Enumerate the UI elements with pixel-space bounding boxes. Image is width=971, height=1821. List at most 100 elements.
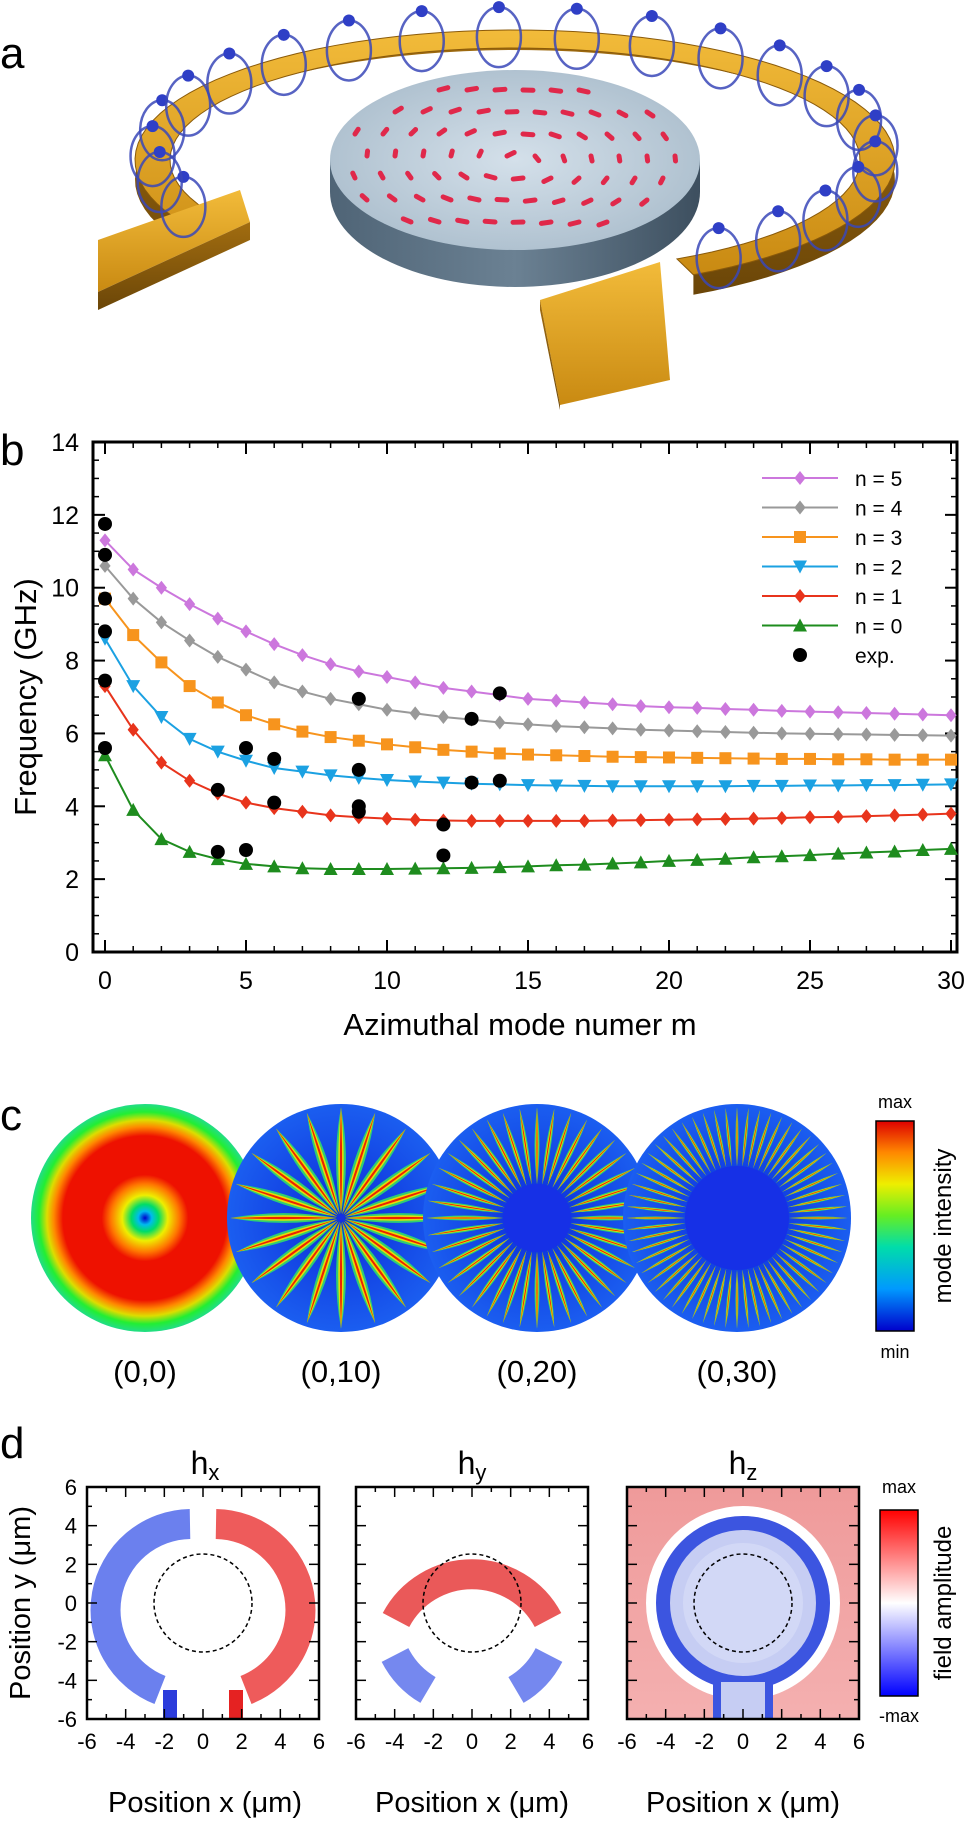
colorbar-d-max: max: [882, 1477, 916, 1497]
spin-arrow: [567, 219, 582, 227]
lobe-core: [552, 1119, 588, 1188]
y-tick-label: 0: [65, 939, 79, 967]
d-y-axis-label: Position y (μm): [5, 1506, 37, 1700]
lobe-core: [763, 1122, 793, 1173]
colorbar-c-max: max: [878, 1092, 912, 1112]
legend-label: n = 5: [855, 468, 902, 491]
data-point: [578, 695, 590, 710]
lobe-core: [784, 1239, 839, 1263]
right-lead-side: [540, 300, 560, 410]
lobe-core: [628, 1228, 687, 1241]
coil-marker: [853, 83, 866, 96]
data-point: [154, 832, 169, 846]
coil-marker: [177, 170, 190, 183]
lobe-core: [635, 1239, 690, 1263]
data-point: [889, 808, 901, 823]
x-tick-label: 0: [197, 1729, 209, 1754]
lobe-core: [230, 1216, 337, 1220]
data-point: [155, 580, 167, 595]
lobe-core: [431, 1228, 505, 1253]
lobe-core: [784, 1173, 839, 1197]
spin-arrow: [551, 197, 566, 206]
lobe-core: [251, 1220, 338, 1283]
lobe-core: [742, 1108, 749, 1167]
data-point: [748, 811, 760, 826]
coil-marker: [645, 9, 658, 22]
x-tick-label: -6: [346, 1729, 366, 1754]
lobe-core: [775, 1252, 820, 1292]
coil-marker: [570, 2, 583, 15]
right-lead: [540, 262, 670, 405]
data-point: [127, 629, 140, 642]
data-point: [155, 615, 167, 630]
lobe-core: [788, 1206, 847, 1213]
lobe-core: [787, 1228, 846, 1241]
spin-arrow: [541, 175, 554, 184]
data-point: [860, 809, 872, 824]
spin-arrow: [522, 197, 538, 204]
data-point: [804, 752, 816, 765]
data-point: [607, 697, 619, 712]
spin-arrow: [455, 217, 470, 225]
data-point: [351, 762, 366, 777]
legend-marker: [793, 648, 807, 662]
data-point: [522, 717, 534, 732]
y-tick-label: 2: [65, 866, 79, 894]
lobe-core: [786, 1234, 843, 1253]
spin-arrow: [492, 86, 508, 93]
data-point: [210, 782, 225, 797]
spin-arrow: [604, 131, 615, 141]
data-point: [239, 741, 253, 755]
spin-arrow: [413, 193, 426, 203]
lobe-core: [627, 1223, 686, 1230]
lobe-core: [681, 1122, 711, 1173]
spin-arrow: [658, 175, 666, 186]
series-line: [104, 598, 951, 761]
data-point: [860, 727, 872, 742]
series-line: [104, 754, 952, 870]
lobe-core: [536, 1252, 538, 1329]
left-lead: [98, 190, 250, 292]
data-point: [409, 706, 421, 721]
legend-label: n = 1: [855, 586, 902, 609]
lobe-core: [344, 1220, 431, 1283]
lobe-core: [626, 1217, 685, 1219]
x-tick-label: 15: [514, 967, 542, 995]
spin-arrow: [672, 153, 679, 164]
lobe-core: [486, 1119, 522, 1188]
series-line: [104, 565, 952, 737]
mode-map-0-20: [423, 1104, 651, 1332]
data-point: [98, 673, 112, 688]
data-point: [718, 851, 733, 865]
data-point: [691, 751, 704, 764]
spin-arrow: [644, 153, 651, 164]
data-point: [831, 846, 846, 860]
lobe-core: [472, 1128, 518, 1191]
lobe-core: [427, 1223, 504, 1236]
lobe-core: [486, 1248, 522, 1317]
lobe-core: [564, 1153, 627, 1199]
lobe-core: [628, 1195, 687, 1208]
legend-marker: [793, 560, 807, 574]
x-axis-label: Azimuthal mode numer m: [343, 1007, 696, 1042]
coil-marker: [342, 14, 355, 27]
field-coils: [129, 1, 899, 290]
lobe-core: [567, 1167, 636, 1203]
x-tick-label: 6: [853, 1729, 865, 1754]
data-point: [182, 732, 197, 746]
data-point: [663, 723, 675, 738]
y-tick-label: 10: [51, 575, 79, 603]
spin-arrow: [359, 193, 370, 203]
spin-arrow: [560, 153, 568, 164]
data-point: [690, 780, 705, 794]
spin-arrow: [364, 148, 371, 159]
data-point: [944, 841, 958, 855]
gold-ring-front: [98, 190, 670, 410]
spin-arrow: [408, 127, 419, 137]
lobe-core: [344, 1219, 447, 1253]
spin-arrow: [520, 131, 536, 138]
field-frame-1: -6 -4 -2 0 2 4 6: [346, 1485, 594, 1754]
lobe-core: [747, 1109, 760, 1168]
data-point: [437, 680, 449, 695]
